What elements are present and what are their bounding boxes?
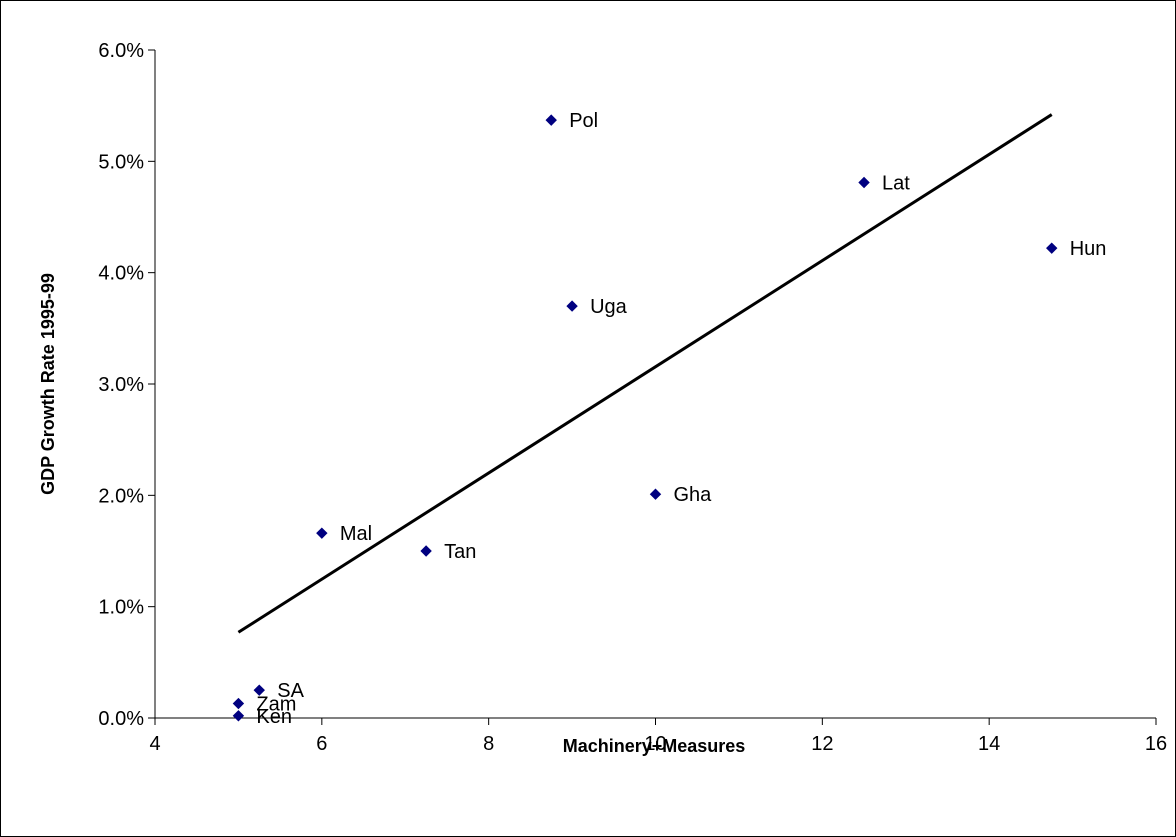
- points-layer: [232, 114, 1058, 722]
- data-point-pol: [545, 114, 557, 126]
- data-point-gha: [649, 488, 662, 500]
- y-tick-label: 6.0%: [98, 40, 144, 62]
- data-point-ken: [232, 710, 245, 722]
- x-tick-label: 10: [644, 733, 666, 755]
- y-tick-label: 2.0%: [98, 485, 144, 507]
- y-tick-label: 3.0%: [98, 374, 144, 396]
- x-tick-label: 4: [149, 733, 160, 755]
- trendline: [237, 113, 1053, 634]
- data-point-hun: [1046, 242, 1058, 254]
- data-point-mal: [316, 527, 328, 539]
- point-label-lat: Lat: [882, 172, 910, 194]
- point-label-pol: Pol: [569, 110, 598, 132]
- point-label-gha: Gha: [674, 484, 713, 506]
- x-tick-label: 12: [811, 733, 833, 755]
- y-tick-label: 1.0%: [98, 597, 144, 619]
- data-point-lat: [858, 176, 870, 189]
- y-tick-label: 5.0%: [98, 151, 144, 173]
- point-label-ken: Ken: [256, 706, 292, 728]
- data-point-uga: [566, 300, 578, 312]
- point-label-zam: Zam: [256, 694, 296, 716]
- x-tick-label: 16: [1145, 733, 1167, 755]
- y-axis-title: GDP Growth Rate 1995-99: [38, 273, 58, 495]
- trendline-layer: [237, 113, 1053, 634]
- y-tick-label: 0.0%: [98, 708, 144, 730]
- point-label-mal: Mal: [340, 523, 372, 545]
- y-tick-label: 4.0%: [98, 263, 144, 285]
- point-label-tan: Tan: [444, 541, 476, 563]
- point-label-uga: Uga: [590, 296, 628, 318]
- x-tick-label: 6: [316, 733, 327, 755]
- data-point-sa: [253, 684, 265, 696]
- x-tick-label: 8: [483, 733, 494, 755]
- point-label-sa: SA: [277, 680, 304, 702]
- x-tick-label: 14: [978, 733, 1000, 755]
- ticks: 0.0% 1.0% 2.0% 3.0% 4.0% 5.0% 6.0% 4 6 8 10 12 14 16: [98, 40, 1167, 755]
- axes: [154, 50, 1156, 719]
- data-point-tan: [420, 545, 432, 557]
- x-axis-title: Machinery+Measures: [563, 736, 746, 756]
- data-point-zam: [232, 697, 245, 710]
- point-label-hun: Hun: [1070, 238, 1107, 260]
